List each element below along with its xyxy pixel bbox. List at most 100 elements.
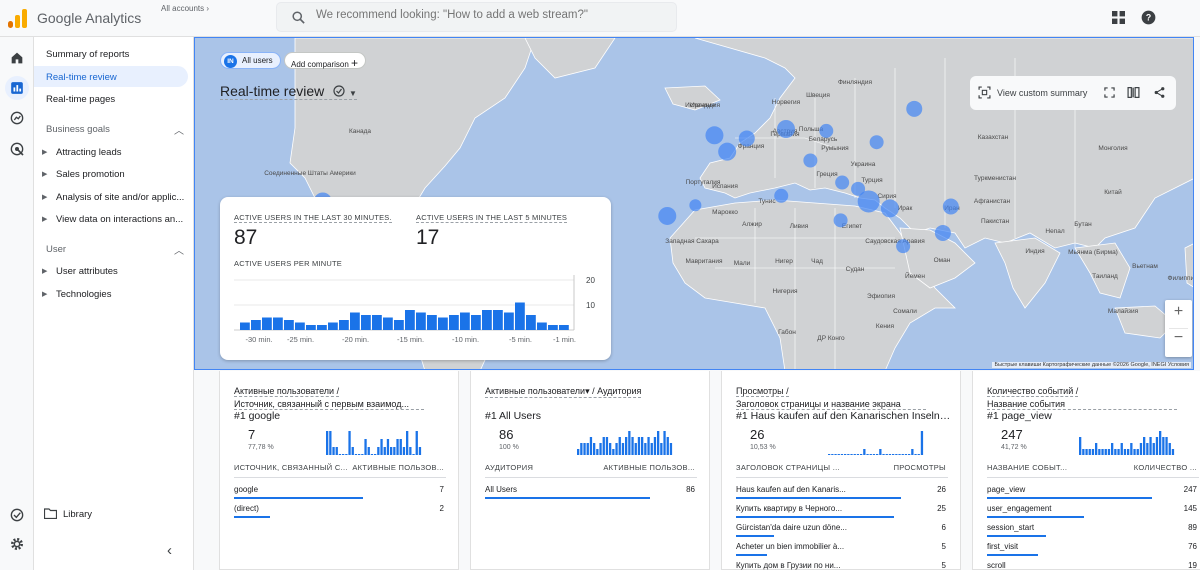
chart-bar[interactable] [284,320,294,330]
title-dropdown-icon[interactable]: ▼ [349,89,357,98]
nav-technologies[interactable]: Technologies [56,289,112,300]
column-header-dimension[interactable]: АУДИТОРИЯ [485,463,534,472]
chart-bar[interactable] [273,317,283,331]
app-name[interactable]: Google Analytics [37,10,142,26]
home-icon[interactable] [9,50,25,66]
chart-bar[interactable] [383,317,393,331]
chart-bar[interactable] [537,322,547,331]
nav-library[interactable]: Library [63,509,93,520]
chart-bar[interactable] [427,315,437,330]
table-row-label[interactable]: google [234,485,259,494]
caret-right-icon[interactable]: ▶ [42,149,48,156]
verified-check-icon[interactable] [333,85,345,97]
map-attribution[interactable]: Быстрые клавиши Картографические данные … [992,362,1191,368]
chart-bar[interactable] [328,322,338,331]
share-icon[interactable] [1153,86,1166,99]
user-location-bubble[interactable] [718,142,737,161]
collapse-chevron-icon[interactable]: ‹ [167,542,172,559]
card-dimension-title[interactable]: Название события [987,399,1177,410]
reports-nav-button[interactable] [5,76,29,100]
table-row-label[interactable]: session_start [987,523,1035,532]
chart-bar[interactable] [361,315,371,330]
card-dimension-title[interactable]: Заголовок страницы и название экрана [736,399,926,410]
chart-bar[interactable] [482,310,492,330]
zoom-in-button[interactable]: + [1173,303,1184,320]
table-row-label[interactable]: first_visit [987,542,1019,551]
caret-right-icon[interactable]: ▶ [42,291,48,298]
table-row-label[interactable]: scroll [987,561,1006,570]
compare-columns-icon[interactable] [1127,86,1140,99]
table-row-label[interactable]: Купить квартиру в Черного... [736,504,843,513]
help-icon[interactable]: ? [1141,10,1156,25]
chart-bar[interactable] [295,322,305,331]
caret-right-icon[interactable]: ▶ [42,194,48,201]
chart-bar[interactable] [339,320,349,330]
user-bubbles[interactable] [313,100,1194,257]
user-location-bubble[interactable] [835,175,850,190]
table-row-label[interactable]: page_view [987,485,1026,494]
search-box[interactable] [276,2,677,32]
chart-bar[interactable] [504,312,514,331]
user-location-bubble[interactable] [658,206,677,225]
nav-user-attributes[interactable]: User attributes [56,266,118,277]
nav-sales-promotion[interactable]: Sales promotion [56,169,125,180]
column-header-dimension[interactable]: ИСТОЧНИК, СВЯЗАННЫЙ С... [234,463,348,472]
table-row-label[interactable]: Купить дом в Грузии по ни... [736,561,841,570]
user-location-bubble[interactable] [934,224,951,241]
section-user[interactable]: User [46,244,67,255]
chart-bar[interactable] [438,317,448,331]
chevron-up-icon[interactable]: ︿ [174,126,184,137]
settings-gear-icon[interactable] [9,536,25,552]
nav-summary-of-reports[interactable]: Summary of reports [46,49,130,60]
column-header-dimension[interactable]: ЗАГОЛОВОК СТРАНИЦЫ ... [736,463,840,472]
add-comparison-button[interactable]: Add comparison + [284,52,367,70]
user-location-bubble[interactable] [851,181,866,196]
card-metric-title[interactable]: Активные пользователи / [234,386,340,397]
table-row-label[interactable]: Acheter un bien immobilier à... [736,542,845,551]
chart-bar[interactable] [240,322,250,331]
realtime-map[interactable]: Исландия Норвегия Швеция Финляндия Беларусь У… [194,37,1194,370]
user-location-bubble[interactable] [857,190,880,213]
advertising-icon[interactable] [9,141,25,157]
chart-bar[interactable] [394,320,404,330]
view-custom-summary-button[interactable]: View custom summary [997,88,1088,98]
user-location-bubble[interactable] [942,198,959,215]
chevron-up-icon[interactable]: ︿ [174,246,184,257]
user-location-bubble[interactable] [869,135,884,150]
chart-bar[interactable] [306,325,316,330]
user-location-bubble[interactable] [833,213,848,228]
table-row-label[interactable]: Gürcistan'da daire uzun döne... [736,523,847,532]
section-business-goals[interactable]: Business goals [46,124,110,135]
zoom-out-button[interactable]: − [1173,329,1184,346]
chart-bar[interactable] [262,317,272,331]
chart-bar[interactable] [526,315,536,330]
user-location-bubble[interactable] [738,130,755,147]
user-location-bubble[interactable] [777,120,795,138]
user-location-bubble[interactable] [705,126,724,145]
nav-interactions[interactable]: View data on interactions an... [56,214,184,225]
chart-bar[interactable] [471,315,481,330]
column-header-metric[interactable]: АКТИВНЫЕ ПОЛЬЗОВ... [352,463,444,472]
table-row-label[interactable]: (direct) [234,504,259,513]
chart-bar[interactable] [493,310,503,330]
search-input[interactable] [316,9,656,21]
column-header-metric[interactable]: КОЛИЧЕСТВО ... [1133,463,1197,472]
custom-summary-icon[interactable] [978,86,991,99]
column-header-dimension[interactable]: НАЗВАНИЕ СОБЫТ... [987,463,1068,472]
column-header-metric[interactable]: ПРОСМОТРЫ [893,463,946,472]
table-row-label[interactable]: All Users [485,485,518,494]
column-header-metric[interactable]: АКТИВНЫЕ ПОЛЬЗОВ... [603,463,695,472]
chart-bar[interactable] [405,310,415,330]
user-location-bubble[interactable] [803,153,818,168]
chart-bar[interactable] [372,315,382,330]
card-dimension-title[interactable]: Источник, связанный с первым взаимод... [234,399,424,410]
user-location-bubble[interactable] [689,199,702,212]
caret-right-icon[interactable]: ▶ [42,216,48,223]
chart-bar[interactable] [460,312,470,331]
chart-bar[interactable] [559,325,569,330]
card-metric-title[interactable]: Активные пользователи▾ / Аудитория [485,386,642,398]
all-users-chip[interactable]: IN All users [220,52,281,69]
chart-bar[interactable] [317,325,327,330]
configure-icon[interactable] [9,507,25,523]
table-row-label[interactable]: Haus kaufen auf den Kanaris... [736,485,846,494]
